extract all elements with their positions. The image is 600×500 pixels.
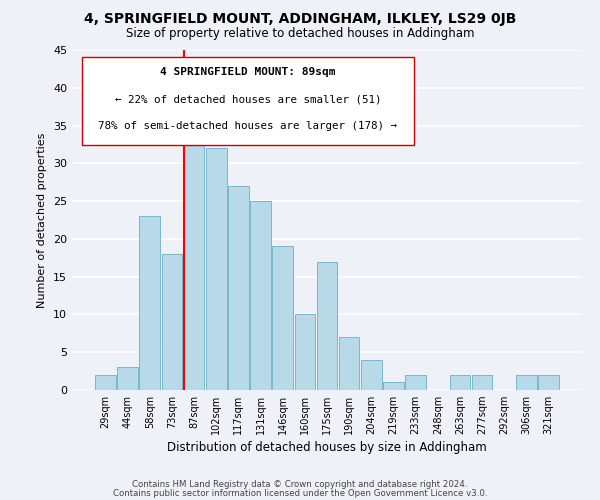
Bar	[538, 375, 559, 390]
Bar	[272, 246, 293, 390]
Bar	[161, 254, 182, 390]
Bar	[383, 382, 404, 390]
Bar	[95, 375, 116, 390]
Bar	[139, 216, 160, 390]
Y-axis label: Number of detached properties: Number of detached properties	[37, 132, 47, 308]
X-axis label: Distribution of detached houses by size in Addingham: Distribution of detached houses by size …	[167, 442, 487, 454]
Bar	[472, 375, 493, 390]
Text: Size of property relative to detached houses in Addingham: Size of property relative to detached ho…	[126, 28, 474, 40]
Bar	[449, 375, 470, 390]
Bar	[250, 201, 271, 390]
Bar	[317, 262, 337, 390]
Bar	[339, 337, 359, 390]
Text: 78% of semi-detached houses are larger (178) →: 78% of semi-detached houses are larger (…	[98, 122, 397, 132]
Bar	[228, 186, 248, 390]
Bar	[361, 360, 382, 390]
Text: 4 SPRINGFIELD MOUNT: 89sqm: 4 SPRINGFIELD MOUNT: 89sqm	[160, 67, 336, 77]
Text: ← 22% of detached houses are smaller (51): ← 22% of detached houses are smaller (51…	[115, 94, 381, 104]
Bar	[206, 148, 227, 390]
Text: 4, SPRINGFIELD MOUNT, ADDINGHAM, ILKLEY, LS29 0JB: 4, SPRINGFIELD MOUNT, ADDINGHAM, ILKLEY,…	[84, 12, 516, 26]
Bar	[184, 133, 205, 390]
Text: Contains HM Land Registry data © Crown copyright and database right 2024.: Contains HM Land Registry data © Crown c…	[132, 480, 468, 489]
FancyBboxPatch shape	[82, 57, 414, 145]
Bar	[118, 368, 138, 390]
Text: Contains public sector information licensed under the Open Government Licence v3: Contains public sector information licen…	[113, 488, 487, 498]
Bar	[295, 314, 315, 390]
Bar	[516, 375, 536, 390]
Bar	[406, 375, 426, 390]
